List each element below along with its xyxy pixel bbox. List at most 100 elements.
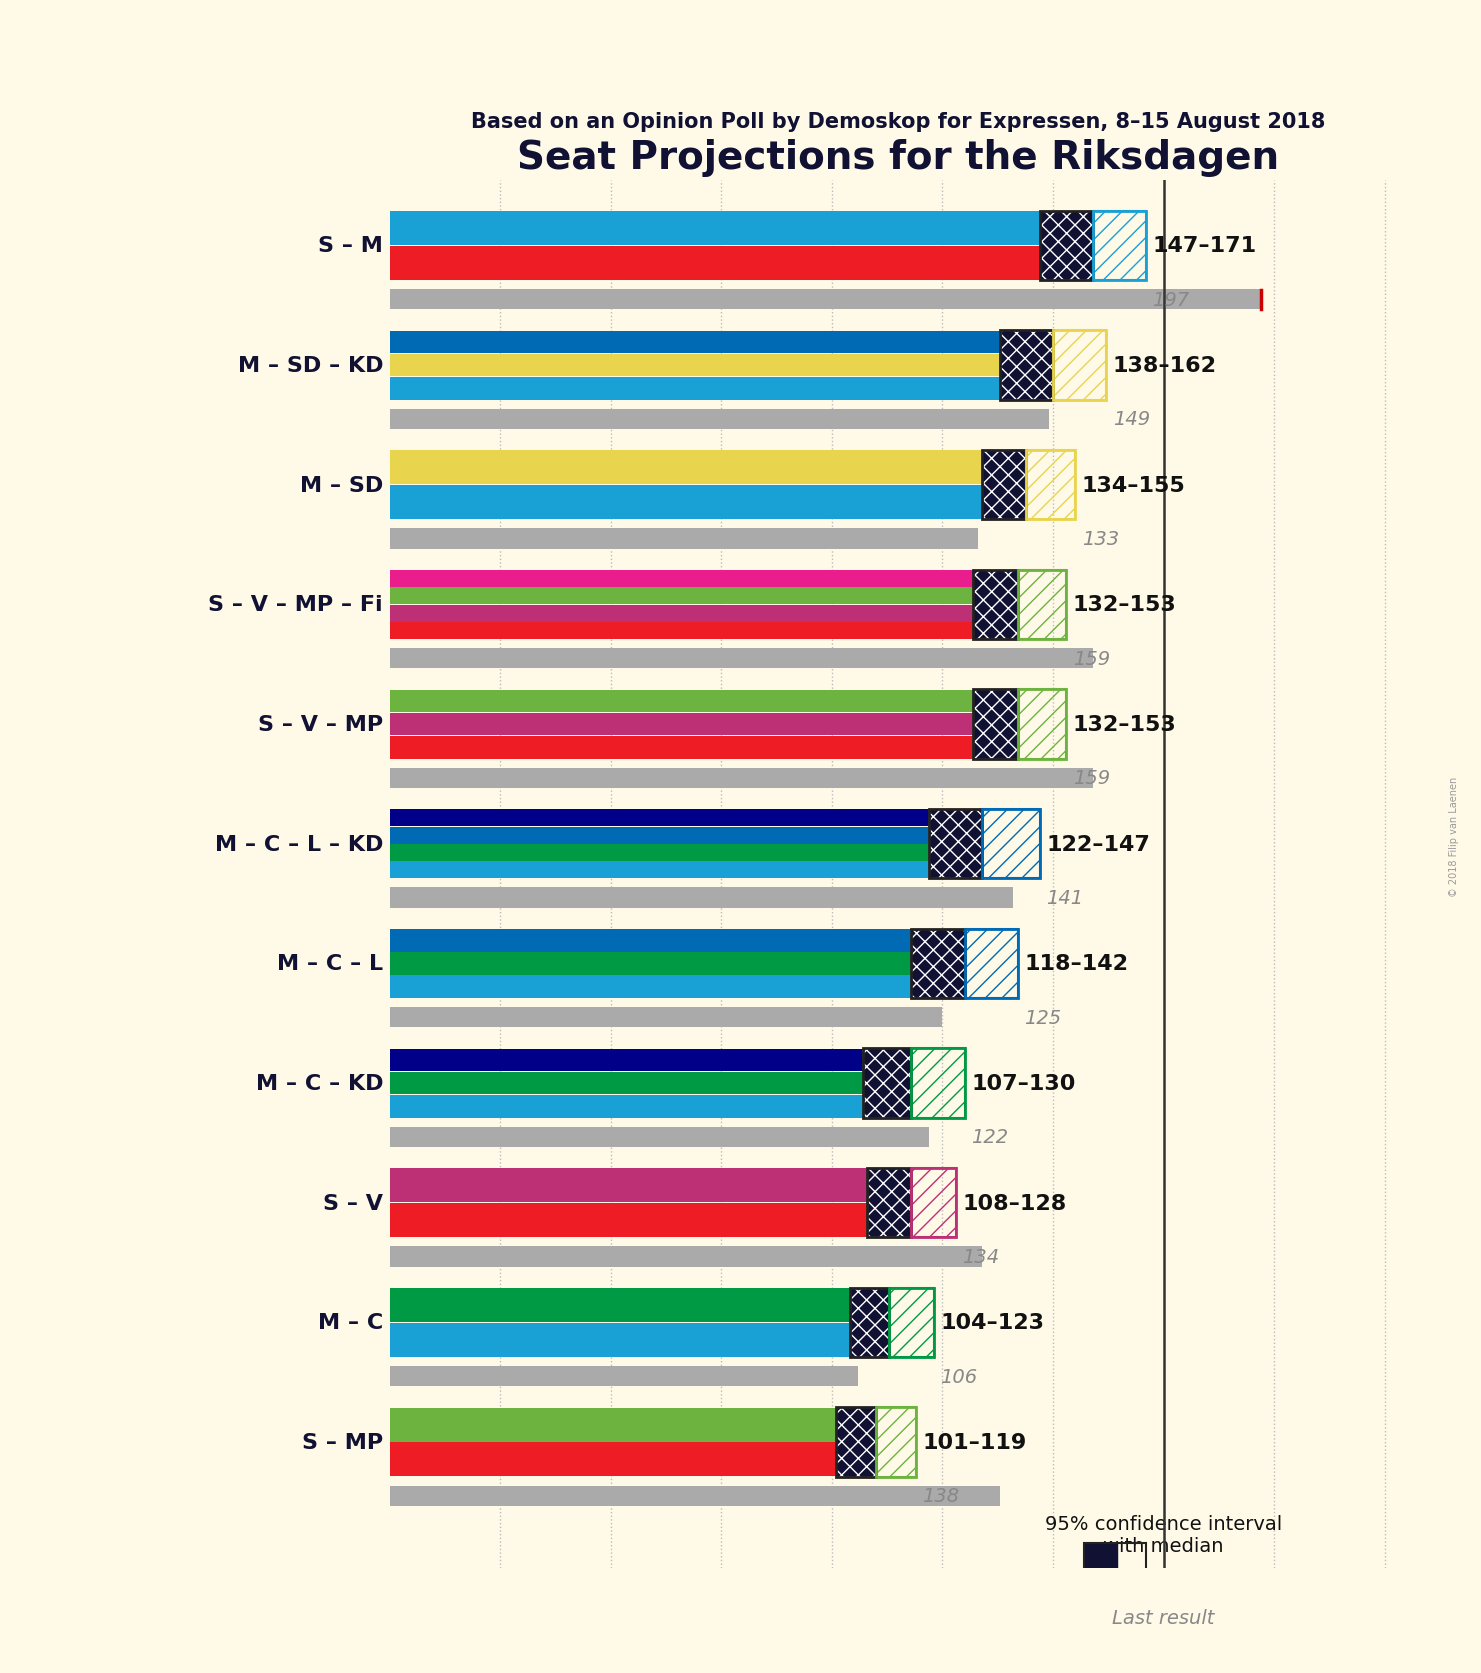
Bar bbox=[390, 331, 1053, 355]
Bar bbox=[868, 1168, 911, 1238]
Bar bbox=[911, 1049, 964, 1118]
Text: 141: 141 bbox=[1047, 888, 1084, 907]
Text: 159: 159 bbox=[1072, 649, 1109, 668]
Bar bbox=[390, 691, 1017, 713]
Bar bbox=[1093, 211, 1146, 281]
Bar bbox=[390, 1486, 1000, 1506]
Text: 118–142: 118–142 bbox=[1025, 954, 1129, 974]
Bar bbox=[390, 587, 1017, 606]
Text: Based on an Opinion Poll by Demoskop for Expressen, 8–15 August 2018: Based on an Opinion Poll by Demoskop for… bbox=[471, 112, 1325, 132]
Bar bbox=[1017, 689, 1066, 760]
Bar bbox=[964, 929, 1017, 999]
Bar bbox=[390, 1169, 911, 1203]
Bar bbox=[390, 212, 1093, 246]
Bar bbox=[982, 450, 1026, 520]
Bar bbox=[890, 1288, 933, 1357]
Bar bbox=[837, 1407, 877, 1477]
Bar bbox=[1026, 450, 1075, 520]
Bar bbox=[982, 810, 1040, 878]
Bar bbox=[964, 929, 1017, 999]
Bar bbox=[390, 975, 964, 999]
Text: 107–130: 107–130 bbox=[972, 1074, 1075, 1094]
Text: 108–128: 108–128 bbox=[963, 1193, 1066, 1213]
Text: 149: 149 bbox=[1112, 410, 1149, 430]
Bar bbox=[390, 930, 964, 952]
Bar bbox=[390, 1442, 877, 1477]
Text: 106: 106 bbox=[940, 1367, 977, 1385]
Text: 134: 134 bbox=[963, 1248, 1000, 1266]
Bar bbox=[868, 1168, 911, 1238]
Bar bbox=[390, 1409, 877, 1442]
Bar bbox=[1000, 331, 1053, 400]
Text: 133: 133 bbox=[1081, 530, 1118, 549]
Bar bbox=[850, 1288, 890, 1357]
Text: 132–153: 132–153 bbox=[1072, 714, 1176, 734]
Bar bbox=[929, 810, 982, 878]
Bar bbox=[911, 929, 964, 999]
Bar bbox=[911, 1168, 955, 1238]
Bar bbox=[1040, 211, 1093, 281]
Bar bbox=[390, 768, 1093, 788]
Bar bbox=[390, 1288, 890, 1322]
Bar bbox=[982, 810, 1040, 878]
Bar bbox=[973, 689, 1017, 760]
Bar bbox=[1000, 331, 1053, 400]
Bar bbox=[390, 826, 982, 845]
Bar bbox=[1053, 331, 1106, 400]
Bar bbox=[390, 649, 1093, 669]
Bar bbox=[390, 1007, 942, 1027]
Bar bbox=[390, 1128, 929, 1148]
Text: M – C – L – KD: M – C – L – KD bbox=[215, 835, 384, 855]
Bar bbox=[929, 810, 982, 878]
Bar bbox=[390, 606, 1017, 622]
Bar bbox=[390, 736, 1017, 760]
Text: 147–171: 147–171 bbox=[1152, 236, 1256, 256]
Text: M – SD: M – SD bbox=[299, 475, 384, 495]
Text: S – M: S – M bbox=[318, 236, 384, 256]
Bar bbox=[973, 689, 1017, 760]
Text: 101–119: 101–119 bbox=[923, 1432, 1026, 1452]
Bar bbox=[973, 570, 1017, 639]
Text: 132–153: 132–153 bbox=[1072, 596, 1176, 616]
Bar bbox=[1017, 570, 1066, 639]
Text: Last result: Last result bbox=[1112, 1608, 1214, 1628]
Bar bbox=[390, 452, 1026, 485]
Bar bbox=[863, 1049, 911, 1118]
Bar bbox=[390, 713, 1017, 736]
Bar bbox=[1084, 1543, 1146, 1576]
Bar bbox=[973, 570, 1017, 639]
Text: S – V – MP – Fi: S – V – MP – Fi bbox=[209, 596, 384, 616]
Text: © 2018 Filip van Laenen: © 2018 Filip van Laenen bbox=[1448, 776, 1459, 897]
Text: M – C – L: M – C – L bbox=[277, 954, 384, 974]
Bar bbox=[982, 450, 1026, 520]
Bar bbox=[1040, 211, 1093, 281]
Text: 197: 197 bbox=[1152, 291, 1189, 310]
Bar bbox=[390, 246, 1093, 281]
Bar bbox=[911, 1168, 955, 1238]
Text: 95% confidence interval
with median: 95% confidence interval with median bbox=[1046, 1514, 1283, 1554]
Text: 122–147: 122–147 bbox=[1047, 835, 1151, 855]
Bar bbox=[877, 1407, 915, 1477]
Bar bbox=[390, 622, 1017, 639]
Bar bbox=[390, 289, 1260, 310]
Bar bbox=[1093, 211, 1146, 281]
Bar bbox=[850, 1288, 890, 1357]
Bar bbox=[1017, 570, 1066, 639]
Bar bbox=[911, 929, 964, 999]
Bar bbox=[1053, 331, 1106, 400]
Bar bbox=[390, 862, 982, 878]
Bar bbox=[877, 1407, 915, 1477]
Bar bbox=[390, 378, 1053, 400]
Bar bbox=[1118, 1543, 1146, 1576]
Bar bbox=[390, 952, 964, 975]
Bar bbox=[390, 845, 982, 862]
Bar bbox=[390, 888, 1013, 908]
Text: S – V – MP: S – V – MP bbox=[258, 714, 384, 734]
Bar bbox=[390, 1323, 890, 1357]
Bar bbox=[390, 529, 977, 549]
Bar bbox=[390, 810, 982, 826]
Text: M – SD – KD: M – SD – KD bbox=[237, 356, 384, 376]
Text: 159: 159 bbox=[1072, 770, 1109, 788]
Bar bbox=[390, 1246, 982, 1266]
Bar bbox=[390, 1072, 911, 1094]
